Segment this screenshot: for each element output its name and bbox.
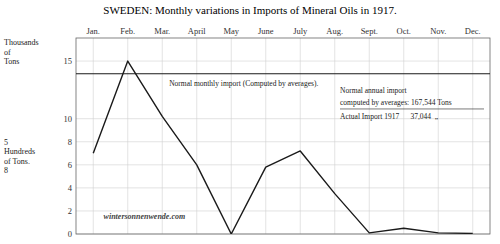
- x-tick-label: July: [293, 26, 308, 36]
- annotation-separator: [340, 108, 484, 109]
- grid-line: [76, 141, 490, 142]
- x-tick-label: April: [188, 26, 207, 36]
- x-tick-label: May: [223, 26, 239, 36]
- grid-line: [334, 38, 335, 234]
- normal-line: [76, 73, 490, 74]
- grid-line: [231, 38, 232, 234]
- y-tick-label: 4: [68, 183, 73, 193]
- x-tick-label: Nov.: [430, 26, 446, 36]
- grid-line: [300, 38, 301, 234]
- title: SWEDEN: Monthly variations in Imports of…: [103, 4, 397, 16]
- grid-line: [403, 38, 404, 234]
- y-tick-label: 15: [64, 56, 73, 66]
- grid-line: [76, 187, 490, 188]
- x-tick-label: Mar.: [154, 26, 170, 36]
- actual-line: [93, 61, 473, 234]
- grid-line: [369, 38, 370, 234]
- y-axis-label-line: Thousands: [4, 38, 39, 47]
- y-tick-label: 10: [64, 114, 73, 124]
- grid-line: [472, 38, 473, 234]
- grid-line: [127, 38, 128, 234]
- grid-line: [265, 38, 266, 234]
- annotation: Actual Import 1917 37,044 „: [340, 112, 438, 121]
- normal-label: Normal monthly import (Computed by avera…: [169, 79, 318, 88]
- y-axis-label-line: 8: [4, 166, 8, 175]
- y-tick-label: 0: [68, 229, 72, 239]
- y-axis-label: 5Hundredsof Tons.8: [4, 138, 35, 176]
- x-tick-label: Aug.: [326, 26, 343, 36]
- grid-line: [93, 38, 94, 234]
- grid-line: [438, 38, 439, 234]
- x-tick-label: Feb.: [120, 26, 135, 36]
- x-tick-label: Dec.: [465, 26, 481, 36]
- x-tick-label: Jan.: [87, 26, 100, 36]
- grid-line: [76, 61, 490, 62]
- y-axis-label-line: 5: [4, 138, 8, 147]
- y-tick-label: 2: [68, 206, 72, 216]
- grid-line: [196, 38, 197, 234]
- y-tick-label: 8: [68, 137, 72, 147]
- y-axis-label-line: of: [4, 48, 11, 57]
- y-tick-label: 6: [68, 160, 72, 170]
- y-axis-label-line: Hundreds: [4, 147, 35, 156]
- annotation: Normal annual import: [340, 86, 408, 95]
- y-axis-label-line: Tons: [4, 57, 19, 66]
- plot-frame: [76, 38, 490, 234]
- x-tick-label: Oct.: [397, 26, 411, 36]
- plot-data: [76, 61, 490, 234]
- y-axis-label-line: of Tons.: [4, 157, 30, 166]
- annotation: computed by averages: 167,544 Tons: [340, 98, 452, 107]
- chart: SWEDEN: Monthly variations in Imports of…: [0, 0, 500, 244]
- x-tick-label: June: [258, 26, 274, 36]
- grid-line: [76, 164, 490, 165]
- x-tick-label: Sept.: [361, 26, 378, 36]
- watermark: wintersonnenwende.com: [104, 212, 186, 221]
- y-axis-label: ThousandsofTons: [4, 38, 39, 66]
- grid-line: [162, 38, 163, 234]
